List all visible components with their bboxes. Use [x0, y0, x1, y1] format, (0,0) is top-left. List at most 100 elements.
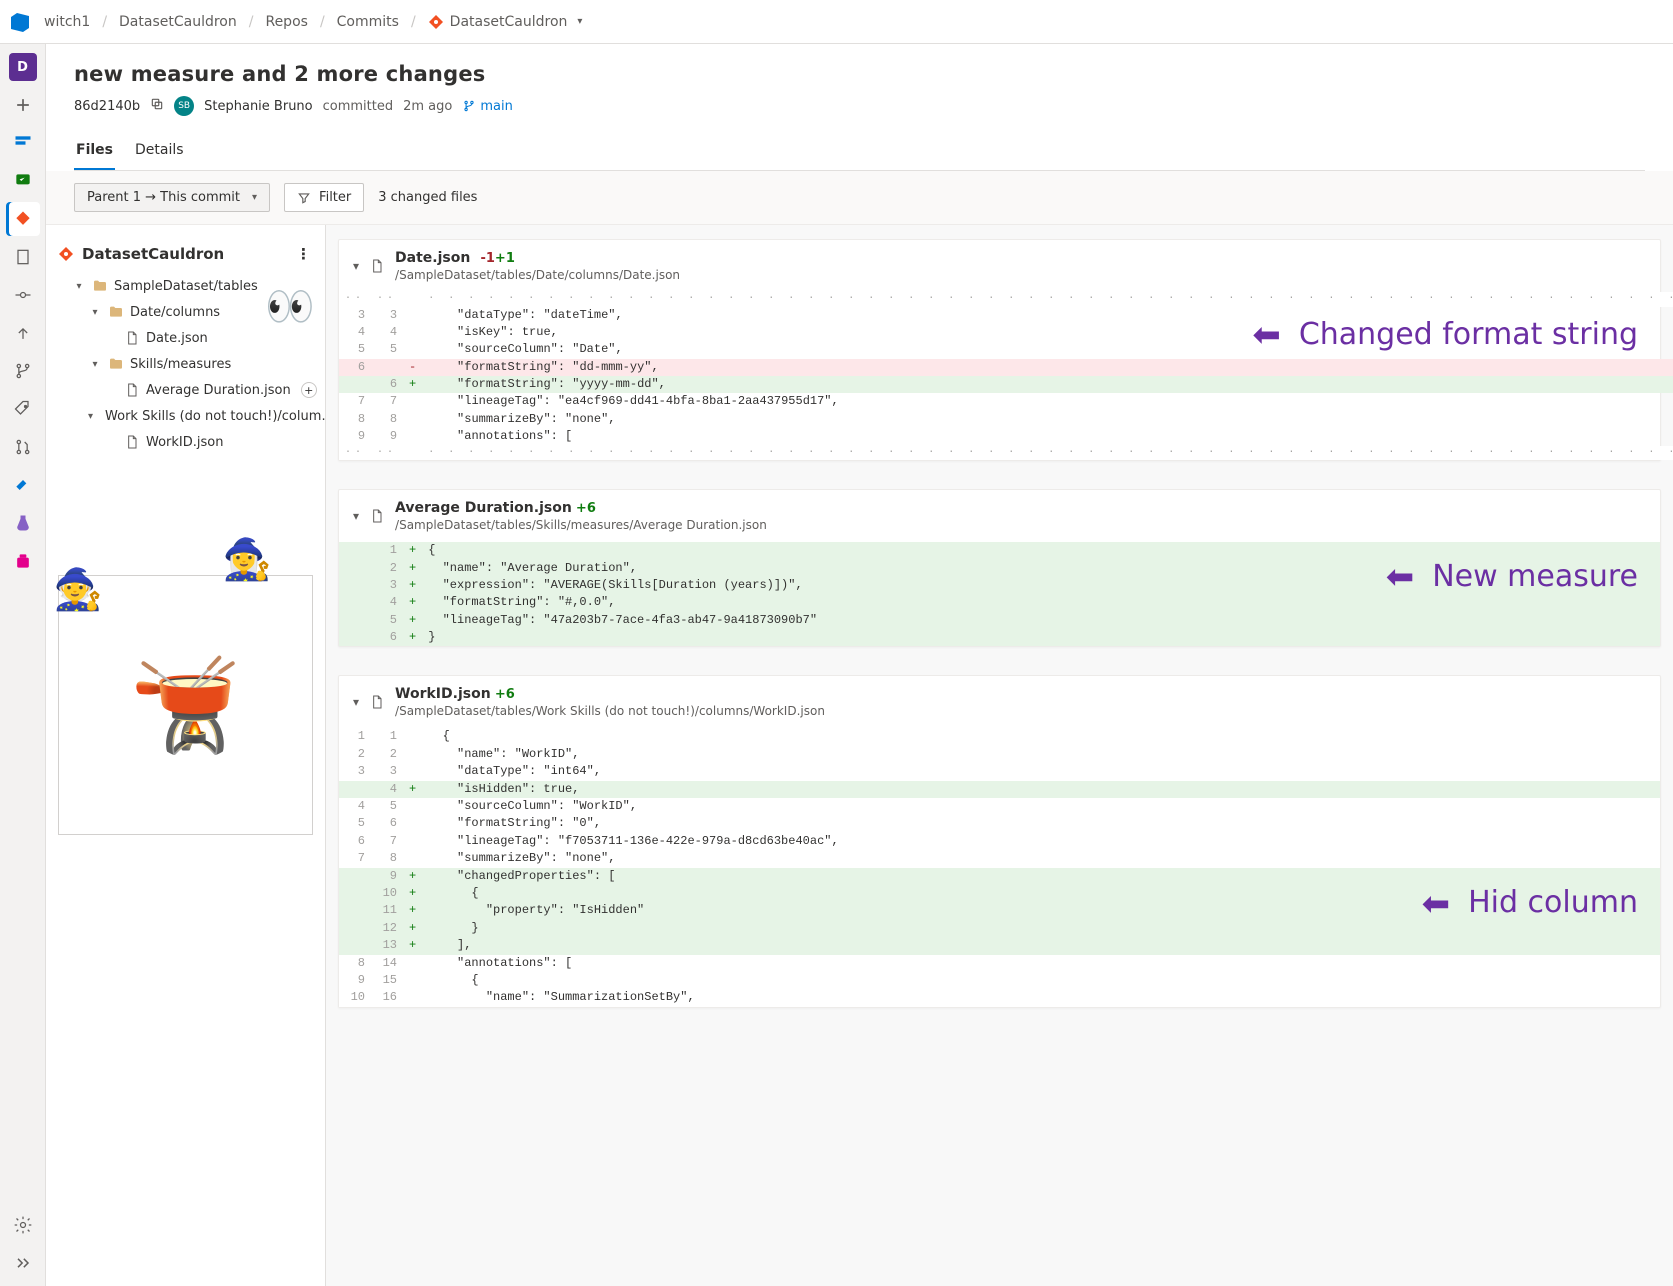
tab-files[interactable]: Files [74, 134, 115, 170]
diff-sign: + [403, 902, 422, 919]
collapse-icon[interactable]: ▾ [353, 509, 359, 523]
tree-file[interactable]: WorkID.json [54, 429, 325, 455]
line-number-new: 3 [371, 307, 403, 324]
diff-code: "name": "WorkID", [422, 746, 1660, 763]
rail-repos[interactable] [6, 202, 40, 236]
rail-pushes[interactable] [6, 316, 40, 350]
diff-code: "sourceColumn": "Date", [422, 341, 1673, 358]
filter-icon [297, 191, 311, 205]
topbar: witch1 / DatasetCauldron / Repos / Commi… [0, 0, 1673, 44]
tree-file[interactable]: Average Duration.json+ [54, 377, 325, 403]
rail-prs[interactable] [6, 430, 40, 464]
delta-plus: +6 [576, 501, 596, 516]
tree-header: DatasetCauldron ⋮ [54, 237, 325, 273]
breadcrumb-subsection[interactable]: Commits [331, 10, 405, 34]
diff-code: "summarizeBy": "none", [422, 411, 1673, 428]
rail-pipelines[interactable] [6, 468, 40, 502]
breadcrumb-project[interactable]: DatasetCauldron [113, 10, 243, 34]
tree-node-label: SampleDataset/tables [114, 279, 258, 294]
rail-collapse[interactable] [6, 1246, 40, 1280]
folder-icon [108, 304, 124, 320]
diff-code: } [422, 920, 1660, 937]
line-number-old [339, 594, 371, 611]
rail-test[interactable] [6, 164, 40, 198]
line-number-old: 4 [339, 798, 371, 815]
added-badge: + [301, 382, 317, 398]
line-number-old: 3 [339, 307, 371, 324]
tree-folder[interactable]: ▾Work Skills (do not touch!)/colum… [54, 403, 325, 429]
diff-file-name[interactable]: Date.json [395, 250, 470, 266]
diff-sign [403, 850, 422, 867]
breadcrumb-sep: / [249, 14, 254, 30]
line-number-old: 2 [339, 746, 371, 763]
line-number-new: 1 [371, 542, 403, 559]
more-icon[interactable]: ⋮ [292, 241, 315, 267]
azure-devops-logo-icon[interactable] [8, 10, 32, 34]
commit-branch[interactable]: main [462, 99, 512, 114]
decorative-witch-icon: 🧙 [53, 566, 103, 613]
compare-label: Parent 1 → This commit [87, 190, 240, 205]
diff-code: "formatString": "#,0.0", [422, 594, 1660, 611]
delta-plus: +6 [495, 687, 515, 702]
breadcrumb-repo[interactable]: DatasetCauldron ▾ [422, 10, 589, 34]
line-number-old [339, 629, 371, 646]
tree-root-label[interactable]: DatasetCauldron [82, 245, 224, 263]
rail-settings[interactable] [6, 1208, 40, 1242]
rail-files[interactable] [6, 240, 40, 274]
delta-minus: -1 [480, 251, 494, 266]
rail-testplans[interactable] [6, 506, 40, 540]
tree-file[interactable]: Date.json [54, 325, 325, 351]
filter-button[interactable]: Filter [284, 183, 364, 212]
file-icon [369, 508, 385, 524]
diff-sign [403, 393, 422, 410]
rail-boards[interactable] [6, 126, 40, 160]
diff-file-name[interactable]: WorkID.json [395, 686, 491, 702]
line-number-old [339, 868, 371, 885]
line-number-old: 5 [339, 815, 371, 832]
copy-icon[interactable] [150, 97, 164, 115]
diff-code: "property": "IsHidden" [422, 902, 1660, 919]
author-avatar: SB [174, 96, 194, 116]
breadcrumb-section[interactable]: Repos [259, 10, 313, 34]
line-number-new: 5 [371, 798, 403, 815]
line-number-old [339, 577, 371, 594]
line-number-old: 8 [339, 955, 371, 972]
compare-dropdown[interactable]: Parent 1 → This commit ▾ [74, 183, 270, 212]
decorative-witch-icon: 🧙‍♀️ [222, 536, 272, 583]
git-repo-icon [58, 246, 74, 262]
diff-code: { [422, 972, 1660, 989]
line-number-old: 9 [339, 428, 371, 445]
diff-sign: + [403, 560, 422, 577]
diff-code: "formatString": "yyyy-mm-dd", [422, 376, 1673, 393]
rail-artifacts[interactable] [6, 544, 40, 578]
diff-sign: + [403, 920, 422, 937]
rail-branches[interactable] [6, 354, 40, 388]
diff-sign [403, 428, 422, 445]
line-number-new: 7 [371, 393, 403, 410]
diff-file-name[interactable]: Average Duration.json [395, 500, 572, 516]
tab-details[interactable]: Details [133, 134, 186, 170]
rail-add[interactable] [6, 88, 40, 122]
collapse-icon[interactable]: ▾ [353, 259, 359, 273]
tree-folder[interactable]: ▾Skills/measures [54, 351, 325, 377]
rail-tags[interactable] [6, 392, 40, 426]
diff-code: "name": "SummarizationSetBy", [422, 989, 1660, 1006]
line-number-new: 15 [371, 972, 403, 989]
diff-code: "summarizeBy": "none", [422, 850, 1660, 867]
breadcrumb-org[interactable]: witch1 [38, 10, 96, 34]
line-number-old [339, 902, 371, 919]
diff-sign [403, 833, 422, 850]
tree-folder[interactable]: ▾Date/columns [54, 299, 325, 325]
tree-folder[interactable]: ▾SampleDataset/tables [54, 273, 325, 299]
line-number-old: 6 [339, 359, 371, 376]
line-number-old: 10 [339, 989, 371, 1006]
diff-sign [403, 324, 422, 341]
rail-project[interactable]: D [6, 50, 40, 84]
diff-code: "lineageTag": "ea4cf969-dd41-4bfa-8ba1-2… [422, 393, 1673, 410]
diff-code: "expression": "AVERAGE(Skills[Duration (… [422, 577, 1660, 594]
diff-sign: + [403, 594, 422, 611]
decorative-cauldron-image: 🧙‍♀️ 🧙 🫕 [58, 575, 313, 835]
rail-commits[interactable] [6, 278, 40, 312]
collapse-icon[interactable]: ▾ [353, 695, 359, 709]
diff-sign: + [403, 612, 422, 629]
